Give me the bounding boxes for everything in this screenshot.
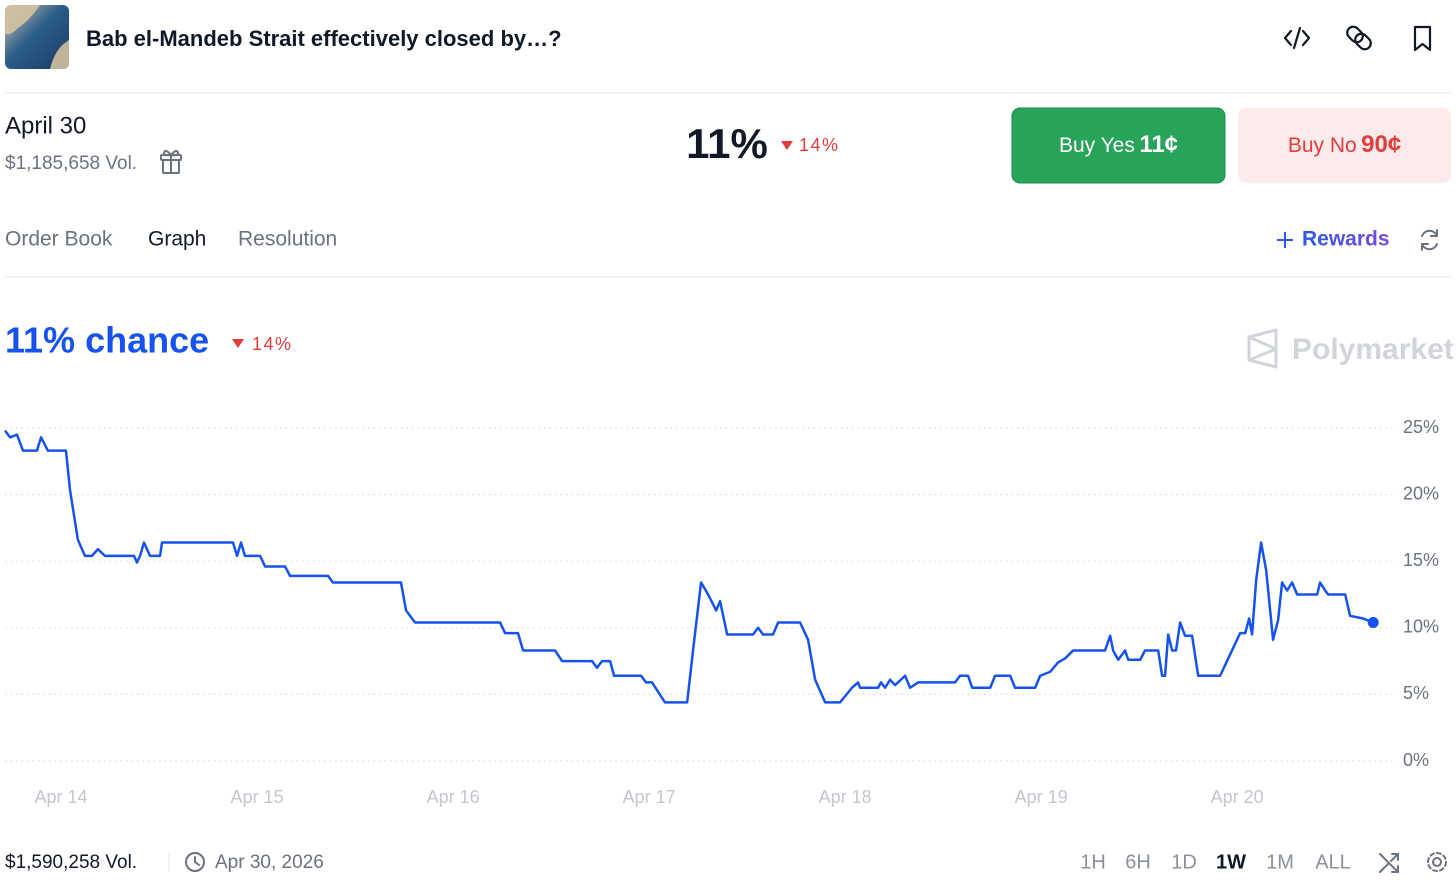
link-icon[interactable] — [1345, 24, 1374, 52]
clock-icon — [185, 852, 205, 872]
range-button[interactable]: ALL — [1315, 851, 1351, 873]
refresh-icon[interactable] — [1421, 229, 1438, 251]
range-button[interactable]: 1H — [1080, 851, 1106, 873]
buy-no-price[interactable]: 90¢ — [1361, 131, 1401, 158]
range-button-active[interactable]: 1W — [1216, 851, 1246, 873]
settings-icon[interactable] — [1427, 852, 1447, 872]
logo-icon — [1247, 328, 1278, 369]
shuffle-icon[interactable] — [1379, 853, 1399, 873]
tab[interactable]: Resolution — [238, 228, 337, 251]
range-button[interactable]: 1D — [1171, 851, 1197, 873]
x-tick-label: Apr 19 — [1015, 787, 1068, 807]
y-tick-label: 25% — [1403, 417, 1439, 437]
x-tick-label: Apr 18 — [819, 787, 872, 807]
y-tick-label: 10% — [1403, 617, 1439, 637]
buy-yes-button[interactable]: Buy Yes 11¢ — [1011, 107, 1226, 184]
range-button[interactable]: 1M — [1266, 851, 1294, 873]
y-tick-label: 15% — [1403, 550, 1439, 570]
market-price: 11% — [686, 120, 768, 167]
x-tick-label: Apr 14 — [35, 787, 88, 807]
chart-change: 14% — [252, 334, 293, 354]
y-tick-label: 0% — [1403, 750, 1429, 770]
down-arrow — [781, 141, 793, 150]
thumbnail — [5, 5, 69, 69]
gift-icon[interactable] — [160, 149, 182, 174]
y-tick-label: 5% — [1403, 683, 1429, 703]
tab[interactable]: Order Book — [5, 228, 113, 251]
buy-yes-bg[interactable] — [1011, 107, 1226, 184]
market-change: 14% — [799, 135, 840, 155]
price-line — [4, 429, 1374, 704]
end-date: Apr 30, 2026 — [215, 852, 324, 873]
x-tick-label: Apr 17 — [623, 787, 676, 807]
buy-no-button[interactable]: Buy No 90¢ — [1238, 108, 1451, 183]
plot: 0% 5% 10% 15% 20% 25% Apr 14 Apr 15 Apr 16 Apr 17… — [4, 417, 1439, 807]
market-date: April 30 — [5, 112, 86, 139]
buy-no-bg[interactable] — [1238, 108, 1451, 183]
buy-yes-text[interactable]: Buy Yes 11¢ — [1059, 131, 1178, 158]
down-arrow — [232, 339, 244, 348]
range-button[interactable]: 6H — [1125, 851, 1151, 873]
embed-icon[interactable] — [1283, 26, 1311, 50]
tab-active[interactable]: Graph — [148, 228, 206, 251]
total-volume: $1,590,258 Vol. — [5, 852, 137, 873]
y-tick-label: 20% — [1403, 483, 1439, 503]
x-tick-label: Apr 16 — [427, 787, 480, 807]
current-point — [1367, 616, 1379, 628]
buy-no-text[interactable]: Buy No 90¢ — [1288, 131, 1401, 158]
market-volume: $1,185,658 Vol. — [5, 153, 137, 174]
buy-no-label[interactable]: Buy No — [1288, 134, 1357, 157]
rewards-link[interactable]: Rewards — [1302, 228, 1390, 251]
bookmark-icon[interactable] — [1413, 25, 1432, 52]
plus-icon[interactable] — [1277, 232, 1293, 248]
x-tick-label: Apr 20 — [1211, 787, 1264, 807]
buy-yes-label[interactable]: Buy Yes — [1059, 134, 1135, 157]
chart-title: 11% chance — [5, 320, 209, 361]
buy-yes-price[interactable]: 11¢ — [1139, 131, 1178, 158]
range-selector[interactable]: 1H 6H 1D 1W 1M ALL — [1080, 851, 1351, 873]
watermark: Polymarket — [1292, 333, 1454, 366]
market-title: Bab el-Mandeb Strait effectively closed … — [86, 26, 562, 51]
x-tick-label: Apr 15 — [231, 787, 284, 807]
